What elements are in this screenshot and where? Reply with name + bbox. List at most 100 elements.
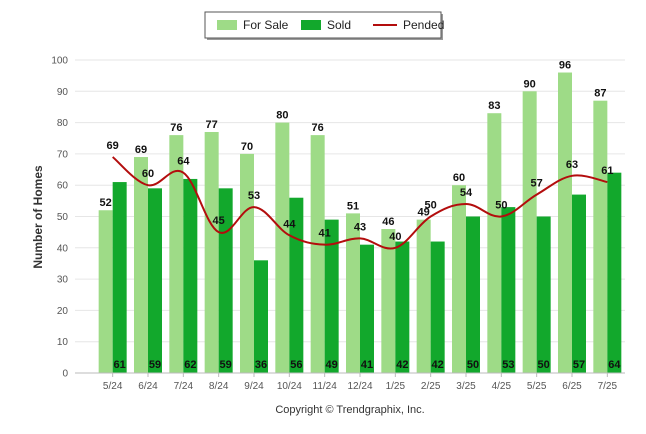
label-sold-1/25: 42 — [396, 359, 408, 371]
label-pended-5/25: 57 — [531, 178, 543, 190]
bar-sold-10/24 — [289, 197, 304, 373]
label-sold-7/24: 62 — [184, 359, 196, 371]
bar-sold-7/24 — [183, 178, 198, 373]
bar-for-sale-7/24 — [169, 135, 184, 373]
label-sold-11/24: 49 — [326, 359, 338, 371]
label-sold-2/25: 42 — [432, 359, 444, 371]
label-pended-7/24: 64 — [177, 156, 190, 168]
label-pended-8/24: 45 — [213, 215, 225, 227]
label-sold-6/25: 57 — [573, 359, 585, 371]
x-tick-label-5/25: 5/25 — [527, 381, 547, 392]
label-for-sale-5/24: 52 — [100, 197, 112, 209]
bar-sold-2/25 — [430, 241, 445, 373]
bar-sold-12/24 — [360, 244, 374, 373]
bar-sold-1/25 — [395, 241, 410, 373]
label-pended-7/25: 61 — [601, 165, 613, 177]
x-tick-label-5/24: 5/24 — [103, 381, 123, 392]
label-for-sale-7/25: 87 — [594, 88, 606, 100]
label-pended-6/25: 63 — [566, 159, 578, 171]
pended-line — [112, 156, 608, 250]
y-tick-label-0: 0 — [62, 369, 68, 380]
x-tick-label-6/24: 6/24 — [138, 381, 158, 392]
bar-for-sale-10/24 — [275, 122, 290, 373]
y-tick-label-70: 70 — [57, 149, 69, 160]
label-for-sale-11/24: 76 — [312, 122, 324, 134]
bar-sold-3/25 — [466, 216, 480, 373]
x-tick-label-4/25: 4/25 — [492, 381, 512, 392]
bar-for-sale-1/25 — [381, 229, 396, 373]
label-sold-4/25: 53 — [502, 359, 514, 371]
legend-swatch-for-sale — [217, 20, 237, 30]
bar-for-sale-6/24 — [134, 157, 148, 373]
bar-for-sale-7/25 — [593, 100, 608, 373]
label-for-sale-6/25: 96 — [559, 60, 571, 72]
label-sold-5/24: 61 — [114, 359, 126, 371]
bar-sold-7/25 — [607, 172, 622, 373]
legend-swatch-sold — [301, 20, 321, 30]
label-pended-4/25: 50 — [495, 200, 507, 212]
x-tick-label-12/24: 12/24 — [347, 381, 372, 392]
label-pended-10/24: 44 — [283, 218, 296, 230]
bar-for-sale-12/24 — [346, 213, 360, 373]
y-tick-label-80: 80 — [57, 118, 69, 129]
label-for-sale-9/24: 70 — [241, 141, 253, 153]
label-sold-8/24: 59 — [220, 359, 232, 371]
legend-label-sold: Sold — [327, 18, 351, 32]
legend-label-for-sale: For Sale — [243, 18, 289, 32]
label-pended-2/25: 50 — [425, 200, 437, 212]
y-tick-label-30: 30 — [57, 275, 69, 286]
label-sold-9/24: 36 — [255, 359, 267, 371]
bars — [98, 72, 622, 374]
y-tick-label-10: 10 — [57, 337, 69, 348]
label-pended-11/24: 41 — [319, 228, 331, 240]
bar-sold-8/24 — [218, 188, 233, 373]
label-sold-7/25: 64 — [608, 359, 621, 371]
label-for-sale-5/25: 90 — [524, 78, 536, 90]
x-tick-label-2/25: 2/25 — [421, 381, 441, 392]
label-sold-10/24: 56 — [290, 359, 302, 371]
bar-sold-9/24 — [254, 260, 268, 373]
bar-for-sale-4/25 — [487, 113, 502, 374]
y-tick-label-60: 60 — [57, 181, 69, 192]
x-tick-label-7/25: 7/25 — [598, 381, 618, 392]
bar-for-sale-6/25 — [558, 72, 572, 374]
label-pended-5/24: 69 — [107, 140, 119, 152]
label-pended-12/24: 43 — [354, 221, 366, 233]
legend-box — [204, 11, 442, 39]
bar-for-sale-8/24 — [204, 131, 219, 373]
label-pended-1/25: 40 — [389, 231, 401, 243]
x-tick-label-6/25: 6/25 — [562, 381, 582, 392]
bar-sold-5/24 — [112, 182, 127, 373]
y-tick-label-20: 20 — [57, 306, 69, 317]
label-for-sale-7/24: 76 — [170, 122, 182, 134]
label-sold-12/24: 41 — [361, 359, 373, 371]
label-sold-6/24: 59 — [149, 359, 161, 371]
bar-sold-6/25 — [572, 194, 586, 373]
legend-label-pended: Pended — [403, 18, 444, 32]
y-tick-label-90: 90 — [57, 87, 69, 98]
label-sold-5/25: 50 — [538, 359, 550, 371]
bar-sold-11/24 — [324, 219, 339, 373]
copyright-text: Copyright © Trendgraphix, Inc. — [275, 404, 424, 416]
label-for-sale-3/25: 60 — [453, 172, 465, 184]
y-tick-label-100: 100 — [51, 56, 68, 67]
bar-sold-5/25 — [536, 216, 551, 373]
bar-for-sale-11/24 — [310, 135, 325, 373]
x-tick-label-10/24: 10/24 — [277, 381, 302, 392]
x-tick-label-8/24: 8/24 — [209, 381, 229, 392]
x-tick-label-11/24: 11/24 — [313, 381, 338, 392]
label-pended-6/24: 60 — [142, 168, 154, 180]
bar-for-sale-3/25 — [452, 185, 466, 373]
bar-for-sale-5/25 — [522, 91, 537, 374]
label-pended-9/24: 53 — [248, 190, 260, 202]
x-tick-label-7/24: 7/24 — [174, 381, 194, 392]
label-for-sale-12/24: 51 — [347, 200, 359, 212]
y-tick-label-40: 40 — [57, 243, 69, 254]
x-tick-label-1/25: 1/25 — [386, 381, 406, 392]
y-tick-label-50: 50 — [57, 212, 69, 223]
bar-for-sale-5/24 — [98, 210, 113, 373]
label-sold-3/25: 50 — [467, 359, 479, 371]
bar-for-sale-2/25 — [416, 219, 431, 373]
